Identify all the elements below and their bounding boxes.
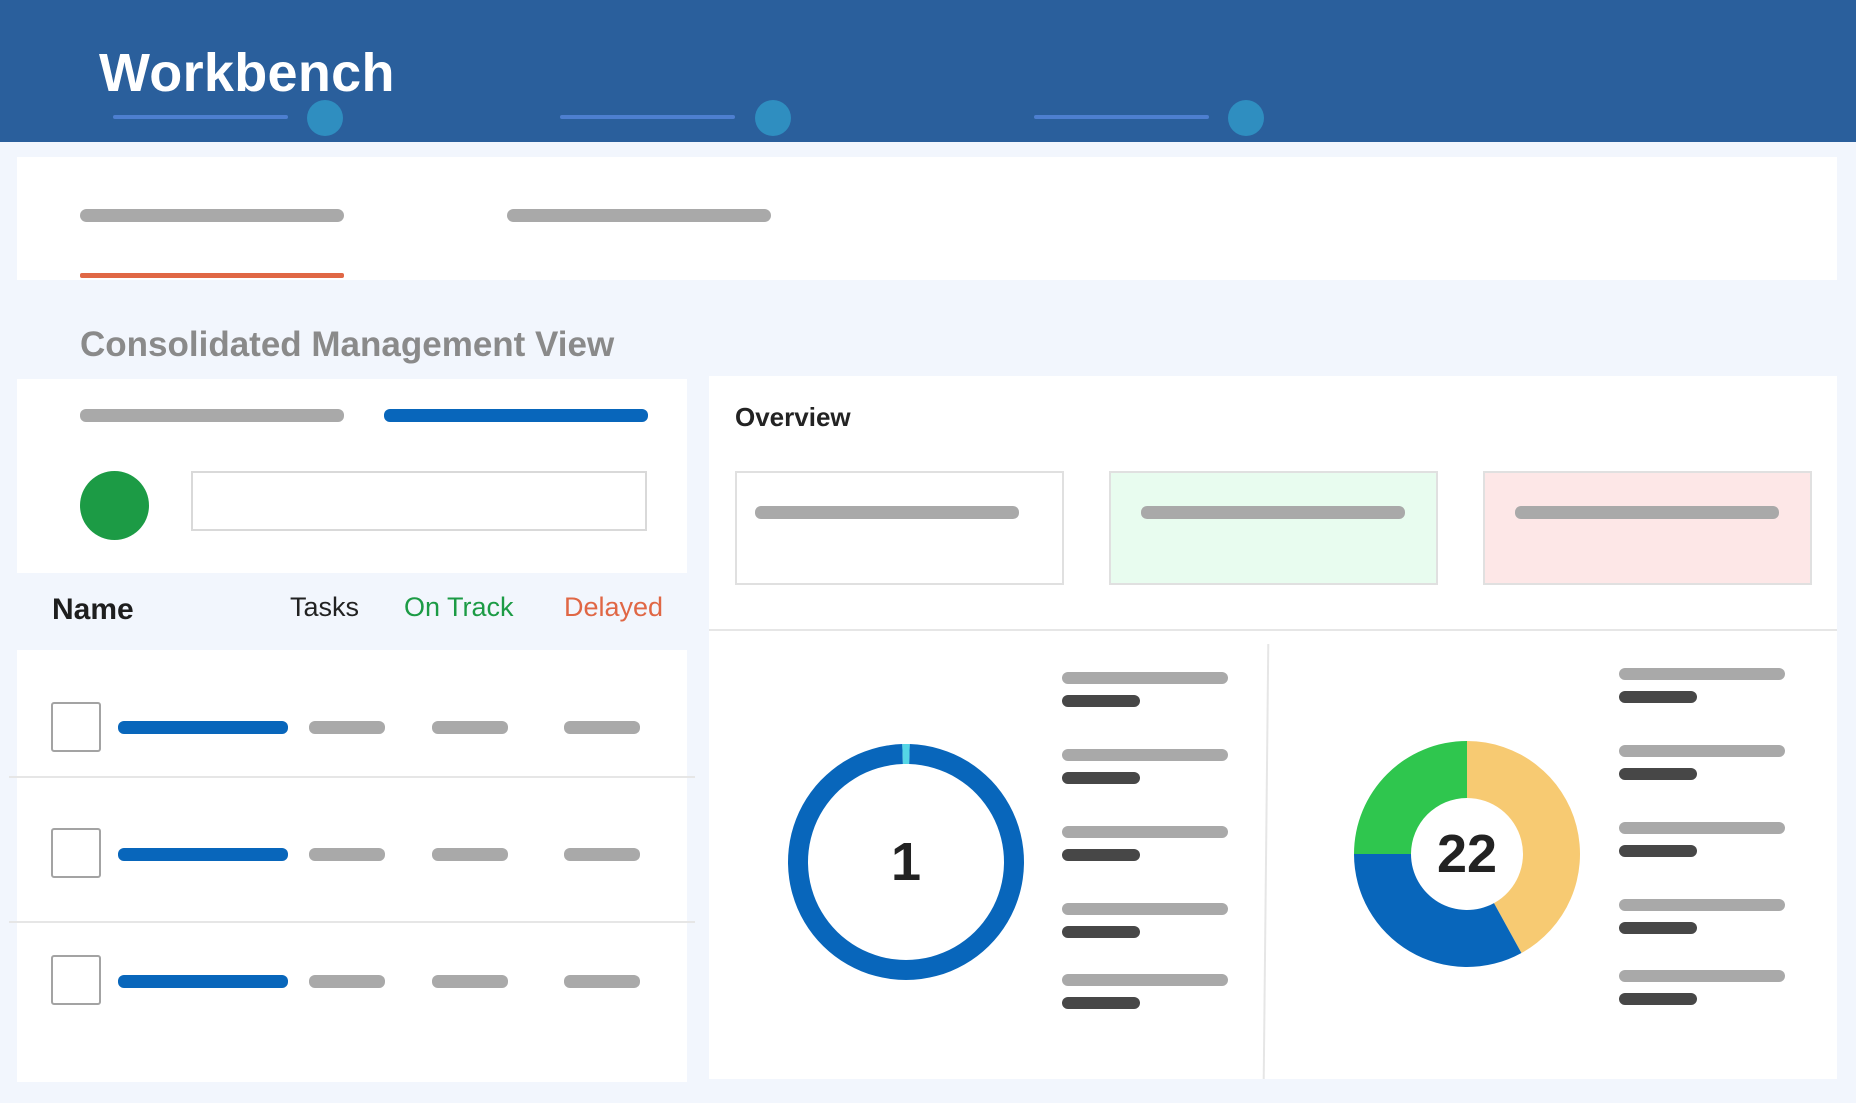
legend-label-placeholder (1062, 974, 1228, 986)
overview-card-1[interactable] (735, 471, 1064, 585)
legend-value-placeholder (1619, 922, 1697, 934)
row-on-track-placeholder (432, 848, 508, 861)
row-delayed-placeholder (564, 721, 640, 734)
chart2-slice-2[interactable] (1354, 854, 1522, 967)
app-title: Workbench (99, 43, 395, 103)
legend-label-placeholder (1619, 899, 1785, 911)
filter-toggle-2[interactable] (384, 409, 648, 422)
row-checkbox[interactable] (51, 828, 101, 878)
table-row[interactable] (9, 778, 695, 923)
legend-value-placeholder (1062, 926, 1140, 938)
nav-item-2[interactable] (560, 115, 735, 119)
legend-value-placeholder (1619, 768, 1697, 780)
overview-title: Overview (735, 402, 851, 432)
legend-value-placeholder (1619, 993, 1697, 1005)
filter-panel (17, 379, 687, 573)
legend-label-placeholder (1062, 672, 1228, 684)
table-row[interactable] (9, 923, 695, 1051)
row-on-track-placeholder (432, 975, 508, 988)
legend-value-placeholder (1062, 997, 1140, 1009)
legend-label-placeholder (1062, 826, 1228, 838)
app-header: Workbench (0, 0, 1856, 142)
column-name[interactable]: Name (52, 593, 134, 626)
section-divider (709, 629, 1837, 631)
chart1-slice-2[interactable] (902, 744, 910, 765)
page-title: Consolidated Management View (80, 325, 615, 364)
row-delayed-placeholder (564, 848, 640, 861)
legend-value-placeholder (1062, 772, 1140, 784)
status-indicator (80, 471, 149, 540)
active-tab-indicator (80, 273, 344, 278)
donut-chart-2-center-value: 22 (1437, 824, 1497, 884)
row-checkbox[interactable] (51, 702, 101, 752)
nav-item-2-badge[interactable] (755, 100, 791, 136)
card-label-placeholder (1515, 506, 1779, 519)
row-name-placeholder[interactable] (118, 848, 288, 861)
table-row[interactable] (9, 650, 695, 778)
row-checkbox[interactable] (51, 955, 101, 1005)
column-tasks[interactable]: Tasks (290, 592, 360, 622)
row-tasks-placeholder (309, 848, 385, 861)
chart2-slice-1[interactable] (1467, 741, 1580, 954)
row-tasks-placeholder (309, 975, 385, 988)
row-name-placeholder[interactable] (118, 721, 288, 734)
chart2-slice-3[interactable] (1354, 741, 1467, 854)
overview-panel: Overview 1 22 (709, 376, 1837, 1079)
legend-label-placeholder (1619, 668, 1785, 680)
column-delayed[interactable]: Delayed (564, 592, 664, 622)
row-name-placeholder[interactable] (118, 975, 288, 988)
nav-item-3-badge[interactable] (1228, 100, 1264, 136)
tab-1[interactable] (80, 209, 344, 222)
legend-label-placeholder (1619, 745, 1785, 757)
chart-divider (1262, 644, 1270, 1079)
legend-label-placeholder (1062, 903, 1228, 915)
nav-item-1-badge[interactable] (307, 100, 343, 136)
card-label-placeholder (755, 506, 1019, 519)
legend-label-placeholder (1062, 749, 1228, 761)
filter-toggle-1[interactable] (80, 409, 344, 422)
legend-value-placeholder (1062, 849, 1140, 861)
search-input[interactable] (191, 471, 647, 531)
row-on-track-placeholder (432, 721, 508, 734)
table-header: Name Tasks On Track Delayed (0, 580, 690, 640)
tab-2[interactable] (507, 209, 771, 222)
legend-label-placeholder (1619, 970, 1785, 982)
legend-value-placeholder (1062, 695, 1140, 707)
donut-chart-2[interactable]: 22 (1352, 739, 1582, 969)
nav-item-3[interactable] (1034, 115, 1209, 119)
legend-label-placeholder (1619, 822, 1785, 834)
donut-chart-1-center-value: 1 (891, 832, 921, 892)
legend-value-placeholder (1619, 691, 1697, 703)
tab-strip (17, 157, 1837, 280)
overview-card-3[interactable] (1483, 471, 1812, 585)
table-body (9, 650, 695, 1082)
row-delayed-placeholder (564, 975, 640, 988)
nav-item-1[interactable] (113, 115, 288, 119)
overview-card-2[interactable] (1109, 471, 1438, 585)
legend-value-placeholder (1619, 845, 1697, 857)
card-label-placeholder (1141, 506, 1405, 519)
row-tasks-placeholder (309, 721, 385, 734)
donut-chart-1[interactable]: 1 (786, 742, 1026, 982)
column-on-track[interactable]: On Track (404, 592, 514, 622)
